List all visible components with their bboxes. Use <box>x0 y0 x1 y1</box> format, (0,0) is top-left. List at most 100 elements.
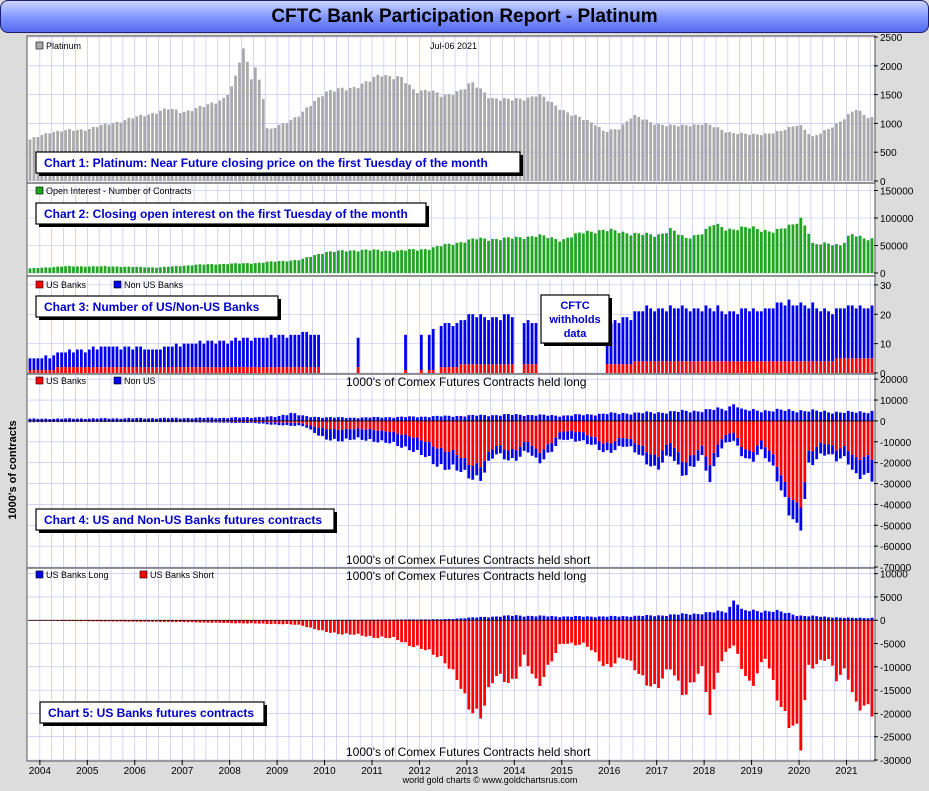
long-bar <box>246 417 249 421</box>
price-bar <box>190 111 194 181</box>
us-short-bar <box>384 620 388 638</box>
us-long-bar <box>459 618 463 621</box>
non-us-short-bar <box>475 463 479 476</box>
price-bar <box>261 99 265 181</box>
open-interest-bar <box>317 253 320 273</box>
price-bar <box>174 109 178 181</box>
non-us-short-bar <box>720 439 724 449</box>
price-bar <box>143 116 146 181</box>
non-us-short-bar <box>166 421 170 423</box>
us-banks-bar <box>534 364 538 373</box>
us-short-bar <box>700 620 704 666</box>
us-short-bar <box>281 420 285 423</box>
long-bar <box>404 417 407 421</box>
non-us-short-bar <box>261 422 265 424</box>
price-bar <box>376 74 380 181</box>
us-short-bar <box>720 620 724 662</box>
long-bar <box>186 417 190 421</box>
open-interest-bar <box>728 228 732 273</box>
non-us-banks-bar <box>131 349 135 368</box>
us-short-bar <box>206 620 210 623</box>
open-interest-bar <box>732 229 736 273</box>
us-short-bar <box>672 620 676 676</box>
us-short-bar <box>748 620 751 681</box>
price-bar <box>289 119 293 181</box>
long-bar <box>56 418 60 421</box>
price-bar <box>301 111 305 181</box>
non-us-banks-bar <box>522 323 526 365</box>
us-short-bar <box>605 420 609 443</box>
long-bar <box>835 411 838 421</box>
non-us-banks-bar <box>64 352 67 368</box>
long-bar <box>617 414 621 421</box>
long-bar <box>317 417 320 421</box>
legend-label: US Banks Short <box>150 570 215 580</box>
us-long-bar <box>593 617 597 621</box>
non-us-short-bar <box>692 455 696 467</box>
us-banks-bar <box>862 358 866 373</box>
us-short-bar <box>601 620 605 667</box>
us-short-bar <box>684 420 688 463</box>
non-us-banks-bar <box>487 320 490 365</box>
us-short-bar <box>617 620 621 658</box>
price-bar <box>135 116 139 181</box>
price-bar <box>641 119 645 181</box>
chart4-bottom-label: 1000's of Comex Futures Contracts held s… <box>346 553 591 567</box>
us-long-bar <box>807 616 811 621</box>
us-short-bar <box>633 420 637 444</box>
non-us-short-bar <box>317 427 320 436</box>
us-short-bar <box>238 420 241 422</box>
non-us-short-bar <box>621 438 625 447</box>
open-interest-bar <box>756 229 759 273</box>
us-short-bar <box>522 420 526 443</box>
us-short-bar <box>380 620 384 637</box>
us-banks-bar <box>799 361 803 373</box>
us-short-bar <box>249 620 253 624</box>
us-short-bar <box>483 420 486 461</box>
long-bar <box>756 410 759 421</box>
withholds-shadow <box>544 343 612 346</box>
non-us-short-bar <box>514 450 518 461</box>
us-short-bar <box>253 420 257 422</box>
us-short-bar <box>289 420 293 423</box>
us-short-bar <box>218 620 222 623</box>
price-bar <box>672 125 676 181</box>
us-short-bar <box>431 420 435 447</box>
non-us-banks-bar <box>835 308 838 359</box>
open-interest-bar <box>870 238 874 273</box>
long-bar <box>368 417 372 421</box>
us-long-bar <box>657 615 660 621</box>
open-interest-bar <box>609 228 613 273</box>
us-banks-bar <box>712 361 716 373</box>
long-bar <box>166 418 170 421</box>
us-banks-bar <box>748 361 751 373</box>
non-us-banks-bar <box>44 355 48 371</box>
us-banks-bar <box>305 367 309 373</box>
us-banks-bar <box>431 370 435 373</box>
long-bar <box>297 415 301 421</box>
non-us-short-bar <box>534 448 538 458</box>
open-interest-bar <box>76 266 79 273</box>
us-short-bar <box>305 620 309 628</box>
price-bar <box>127 117 131 181</box>
price-bar <box>617 129 621 181</box>
us-banks-bar <box>182 367 186 373</box>
us-short-bar <box>301 620 305 626</box>
long-bar <box>475 415 479 421</box>
price-bar <box>178 113 182 181</box>
non-us-short-bar <box>582 432 585 441</box>
us-banks-bar <box>76 367 79 373</box>
us-short-bar <box>803 420 807 483</box>
non-us-short-bar <box>178 421 182 423</box>
us-short-bar <box>396 420 400 434</box>
long-bar <box>696 411 700 421</box>
non-us-short-bar <box>439 447 443 465</box>
open-interest-bar <box>139 266 143 273</box>
non-us-banks-bar <box>76 349 79 368</box>
non-us-short-bar <box>174 421 178 423</box>
us-short-bar <box>609 420 613 444</box>
price-bar <box>246 61 249 181</box>
non-us-short-bar <box>423 442 427 458</box>
us-banks-bar <box>174 367 178 373</box>
